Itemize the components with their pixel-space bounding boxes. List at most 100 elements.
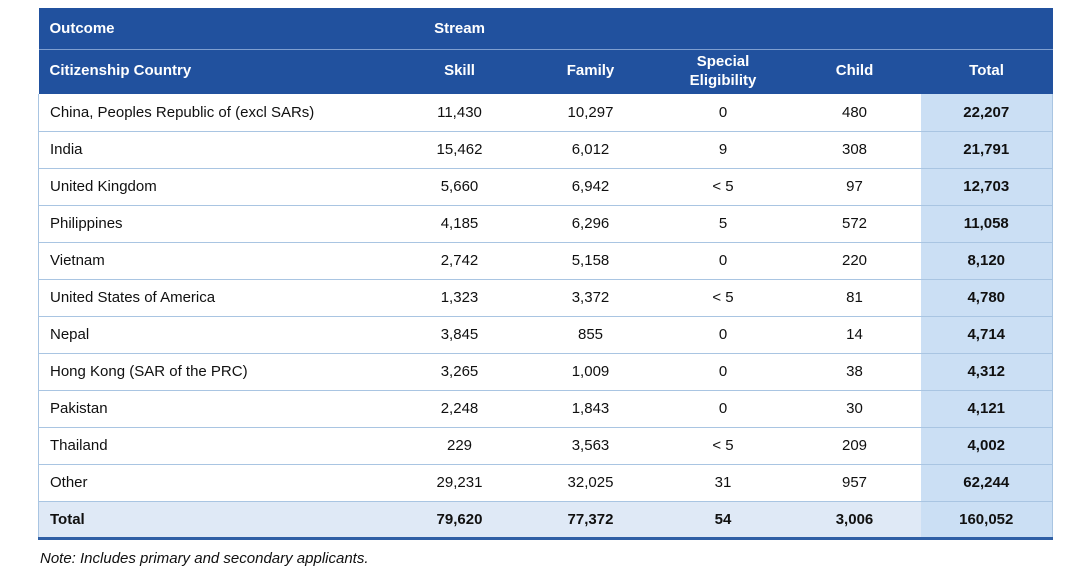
family-cell: 3,563 — [523, 427, 658, 465]
country-cell: Philippines — [38, 205, 396, 243]
table-row: Nepal 3,845 855 0 14 4,714 — [38, 316, 1053, 354]
family-cell: 3,372 — [523, 279, 658, 317]
skill-cell: 29,231 — [395, 464, 524, 502]
stream-header-label: Stream — [395, 8, 524, 50]
family-cell: 6,296 — [523, 205, 658, 243]
column-header-child: Child — [788, 49, 921, 94]
total-cell: 11,058 — [920, 205, 1053, 243]
country-cell: Nepal — [38, 316, 396, 354]
total-cell: 4,312 — [920, 353, 1053, 391]
special-cell: 9 — [657, 131, 789, 169]
total-country-cell: Total — [38, 501, 396, 540]
special-cell: < 5 — [657, 279, 789, 317]
special-cell: 5 — [657, 205, 789, 243]
child-cell: 220 — [788, 242, 921, 280]
column-header-family: Family — [523, 49, 658, 94]
country-cell: Other — [38, 464, 396, 502]
child-cell: 572 — [788, 205, 921, 243]
total-cell: 4,002 — [920, 427, 1053, 465]
skill-cell: 11,430 — [395, 94, 524, 132]
total-cell: 4,780 — [920, 279, 1053, 317]
table-row: China, Peoples Republic of (excl SARs) 11… — [38, 94, 1053, 132]
special-cell: 0 — [657, 242, 789, 280]
skill-cell: 4,185 — [395, 205, 524, 243]
table-row: Pakistan 2,248 1,843 0 30 4,121 — [38, 390, 1053, 428]
country-cell: Pakistan — [38, 390, 396, 428]
table-header: Outcome Stream Citizenship Country Skill… — [38, 8, 1053, 94]
total-cell: 4,121 — [920, 390, 1053, 428]
column-header-citizenship-country: Citizenship Country — [38, 49, 396, 94]
child-cell: 957 — [788, 464, 921, 502]
family-cell: 1,009 — [523, 353, 658, 391]
total-cell: 62,244 — [920, 464, 1053, 502]
total-family-cell: 77,372 — [523, 501, 658, 540]
total-special-cell: 54 — [657, 501, 789, 540]
country-cell: Hong Kong (SAR of the PRC) — [38, 353, 396, 391]
special-cell: < 5 — [657, 168, 789, 206]
child-cell: 480 — [788, 94, 921, 132]
table-row: United Kingdom 5,660 6,942 < 5 97 12,703 — [38, 168, 1053, 206]
total-cell: 22,207 — [920, 94, 1053, 132]
skill-cell: 3,265 — [395, 353, 524, 391]
special-cell: 0 — [657, 316, 789, 354]
skill-cell: 2,248 — [395, 390, 524, 428]
country-cell: United States of America — [38, 279, 396, 317]
child-cell: 38 — [788, 353, 921, 391]
column-header-special-eligibility: Special Eligibility — [657, 49, 789, 94]
special-cell: 0 — [657, 353, 789, 391]
family-cell: 32,025 — [523, 464, 658, 502]
child-cell: 14 — [788, 316, 921, 354]
citizenship-stream-table: Outcome Stream Citizenship Country Skill… — [38, 8, 1053, 540]
header-row-columns: Citizenship Country Skill Family Special… — [38, 49, 1053, 94]
special-cell: 0 — [657, 94, 789, 132]
family-cell: 5,158 — [523, 242, 658, 280]
header-row-outcome: Outcome Stream — [38, 8, 1053, 50]
table-row: Hong Kong (SAR of the PRC) 3,265 1,009 0 38 4… — [38, 353, 1053, 391]
family-cell: 855 — [523, 316, 658, 354]
country-cell: China, Peoples Republic of (excl SARs) — [38, 94, 396, 132]
outcome-header-label: Outcome — [38, 8, 396, 50]
total-cell: 4,714 — [920, 316, 1053, 354]
column-header-skill: Skill — [395, 49, 524, 94]
child-cell: 308 — [788, 131, 921, 169]
child-cell: 209 — [788, 427, 921, 465]
child-cell: 30 — [788, 390, 921, 428]
total-skill-cell: 79,620 — [395, 501, 524, 540]
family-cell: 6,942 — [523, 168, 658, 206]
country-cell: Vietnam — [38, 242, 396, 280]
table-row: Philippines 4,185 6,296 5 572 11,058 — [38, 205, 1053, 243]
country-cell: United Kingdom — [38, 168, 396, 206]
special-cell: 31 — [657, 464, 789, 502]
table-body: China, Peoples Republic of (excl SARs) 11… — [38, 94, 1053, 540]
table-note: Note: Includes primary and secondary app… — [40, 550, 369, 567]
special-cell: < 5 — [657, 427, 789, 465]
child-cell: 81 — [788, 279, 921, 317]
total-total-cell: 160,052 — [920, 501, 1053, 540]
skill-cell: 15,462 — [395, 131, 524, 169]
total-cell: 12,703 — [920, 168, 1053, 206]
table-row: India 15,462 6,012 9 308 21,791 — [38, 131, 1053, 169]
special-cell: 0 — [657, 390, 789, 428]
total-cell: 8,120 — [920, 242, 1053, 280]
table-row: Other 29,231 32,025 31 957 62,244 — [38, 464, 1053, 502]
table-row: United States of America 1,323 3,372 < 5 81 4… — [38, 279, 1053, 317]
family-cell: 1,843 — [523, 390, 658, 428]
table-row: Thailand 229 3,563 < 5 209 4,002 — [38, 427, 1053, 465]
total-cell: 21,791 — [920, 131, 1053, 169]
family-cell: 6,012 — [523, 131, 658, 169]
skill-cell: 2,742 — [395, 242, 524, 280]
total-row: Total 79,620 77,372 54 3,006 160,052 — [38, 501, 1053, 540]
skill-cell: 229 — [395, 427, 524, 465]
skill-cell: 3,845 — [395, 316, 524, 354]
header-spacer — [523, 8, 1053, 50]
country-cell: India — [38, 131, 396, 169]
total-child-cell: 3,006 — [788, 501, 921, 540]
child-cell: 97 — [788, 168, 921, 206]
family-cell: 10,297 — [523, 94, 658, 132]
skill-cell: 5,660 — [395, 168, 524, 206]
country-cell: Thailand — [38, 427, 396, 465]
column-header-total: Total — [920, 49, 1053, 94]
skill-cell: 1,323 — [395, 279, 524, 317]
table-row: Vietnam 2,742 5,158 0 220 8,120 — [38, 242, 1053, 280]
